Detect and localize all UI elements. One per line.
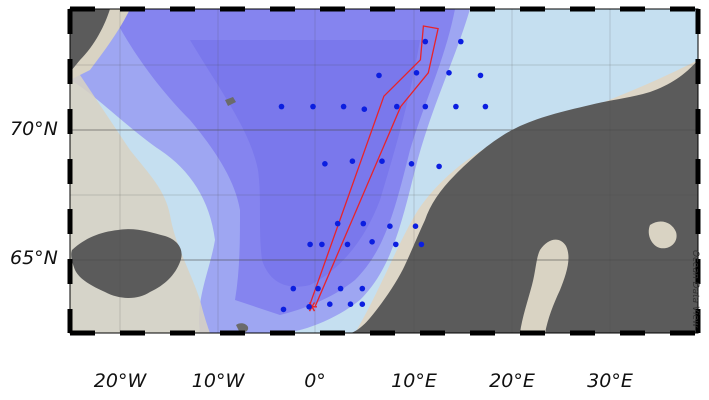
station-point xyxy=(278,103,285,110)
lon-label-30e: 30°E xyxy=(587,370,633,392)
station-point xyxy=(413,70,420,76)
graticule xyxy=(70,9,698,333)
station-point xyxy=(360,220,367,227)
station-point xyxy=(379,158,385,164)
station-point xyxy=(334,220,341,227)
station-point xyxy=(306,304,312,310)
station-point xyxy=(340,103,347,110)
lon-label-0: 0° xyxy=(304,370,326,392)
station-point xyxy=(361,106,368,112)
station-point xyxy=(393,241,399,248)
station-point xyxy=(412,223,419,229)
station-point xyxy=(337,285,344,292)
cruise-track-outline xyxy=(308,25,439,308)
station-point xyxy=(359,301,366,308)
station-layer xyxy=(278,38,489,313)
station-point xyxy=(280,306,287,313)
station-point xyxy=(315,285,321,292)
station-point xyxy=(453,103,459,110)
station-point xyxy=(436,163,442,170)
station-point xyxy=(327,301,333,308)
scandinavia-land xyxy=(350,60,698,333)
station-point xyxy=(418,241,425,248)
station-point xyxy=(458,38,464,45)
station-point xyxy=(376,72,382,79)
station-point xyxy=(477,72,484,79)
station-point xyxy=(408,161,415,167)
station-point xyxy=(290,285,297,292)
station-point xyxy=(482,103,489,110)
station-point xyxy=(349,158,356,164)
station-point xyxy=(369,239,375,245)
lon-label-10w: 10°W xyxy=(191,370,245,392)
station-point xyxy=(310,103,316,110)
iceland-land xyxy=(71,229,182,298)
station-point xyxy=(359,285,366,292)
station-point xyxy=(422,103,429,110)
ocean-data-view-credit: Ocean Data View xyxy=(690,250,700,328)
greenland-land xyxy=(70,9,110,72)
lat-label-65n: 65°N xyxy=(10,247,58,269)
station-point xyxy=(446,70,452,76)
frame-dashes xyxy=(67,6,701,336)
white-sea-inlet xyxy=(648,221,677,249)
lat-label-70n: 70°N xyxy=(10,118,58,140)
station-point xyxy=(394,103,400,110)
station-point xyxy=(319,241,325,248)
lon-label-20e: 20°E xyxy=(489,370,535,392)
station-point xyxy=(387,223,393,229)
gulf-of-bothnia xyxy=(520,239,569,333)
station-point xyxy=(344,241,351,248)
jan-mayen-land xyxy=(225,97,236,106)
station-point xyxy=(347,301,354,308)
station-point xyxy=(422,38,429,45)
station-point xyxy=(307,241,313,248)
lon-label-20w: 20°W xyxy=(93,370,147,392)
station-point xyxy=(322,161,328,167)
lon-label-10e: 10°E xyxy=(391,370,437,392)
